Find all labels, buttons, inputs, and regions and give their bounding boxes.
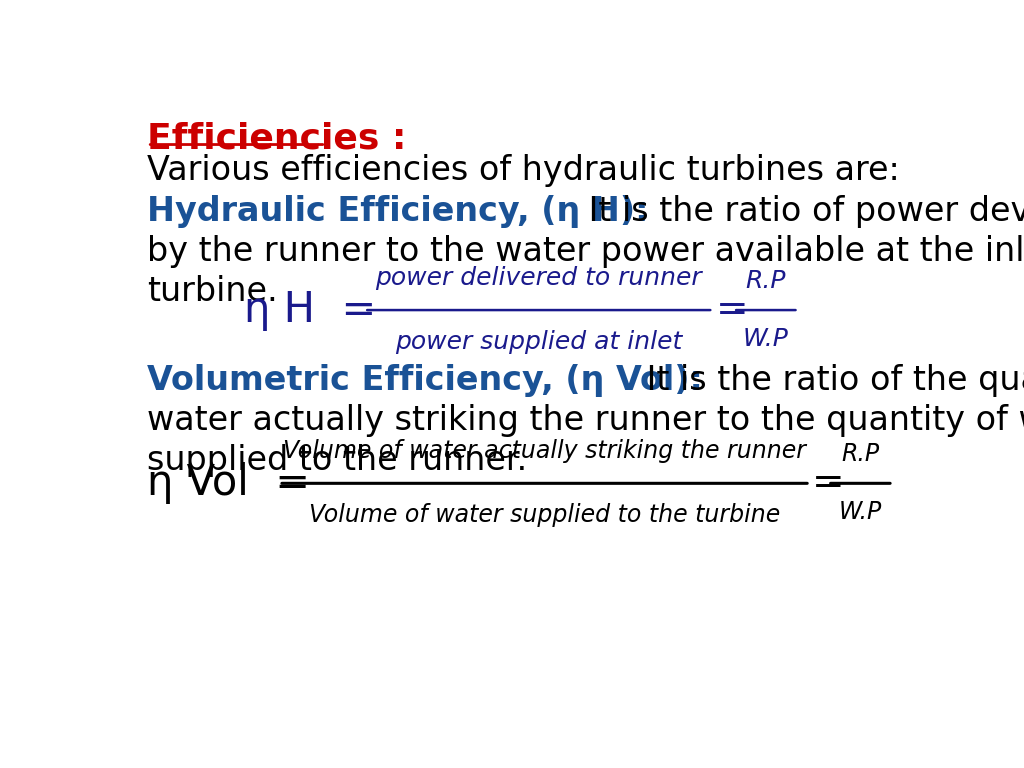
Text: power delivered to runner: power delivered to runner: [376, 266, 702, 290]
Text: It is the ratio of the quantity of: It is the ratio of the quantity of: [636, 364, 1024, 397]
Text: W.P: W.P: [742, 327, 788, 351]
Text: η H  =: η H =: [245, 289, 377, 331]
Text: Hydraulic Efficiency, (η H):: Hydraulic Efficiency, (η H):: [147, 194, 649, 227]
Text: water actually striking the runner to the quantity of water: water actually striking the runner to th…: [147, 404, 1024, 437]
Text: =: =: [716, 291, 749, 329]
Text: W.P: W.P: [839, 500, 882, 525]
Text: η Vol  =: η Vol =: [147, 462, 310, 505]
Text: R.P: R.P: [842, 442, 880, 466]
Text: Volume of water supplied to the turbine: Volume of water supplied to the turbine: [309, 503, 780, 528]
Text: power supplied at inlet: power supplied at inlet: [395, 330, 682, 354]
Text: It is the ratio of power developed: It is the ratio of power developed: [578, 194, 1024, 227]
Text: by the runner to the water power available at the inlet of the: by the runner to the water power availab…: [147, 234, 1024, 267]
Text: Volume of water actually striking the runner: Volume of water actually striking the ru…: [283, 439, 806, 463]
Text: Various efficiencies of hydraulic turbines are:: Various efficiencies of hydraulic turbin…: [147, 154, 900, 187]
Text: turbine.: turbine.: [147, 275, 279, 308]
Text: Efficiencies :: Efficiencies :: [147, 121, 407, 155]
Text: supplied to the runner.: supplied to the runner.: [147, 444, 527, 477]
Text: =: =: [812, 465, 845, 502]
Text: Volumetric Efficiency, (η Vol):: Volumetric Efficiency, (η Vol):: [147, 364, 703, 397]
Text: R.P: R.P: [745, 269, 786, 293]
